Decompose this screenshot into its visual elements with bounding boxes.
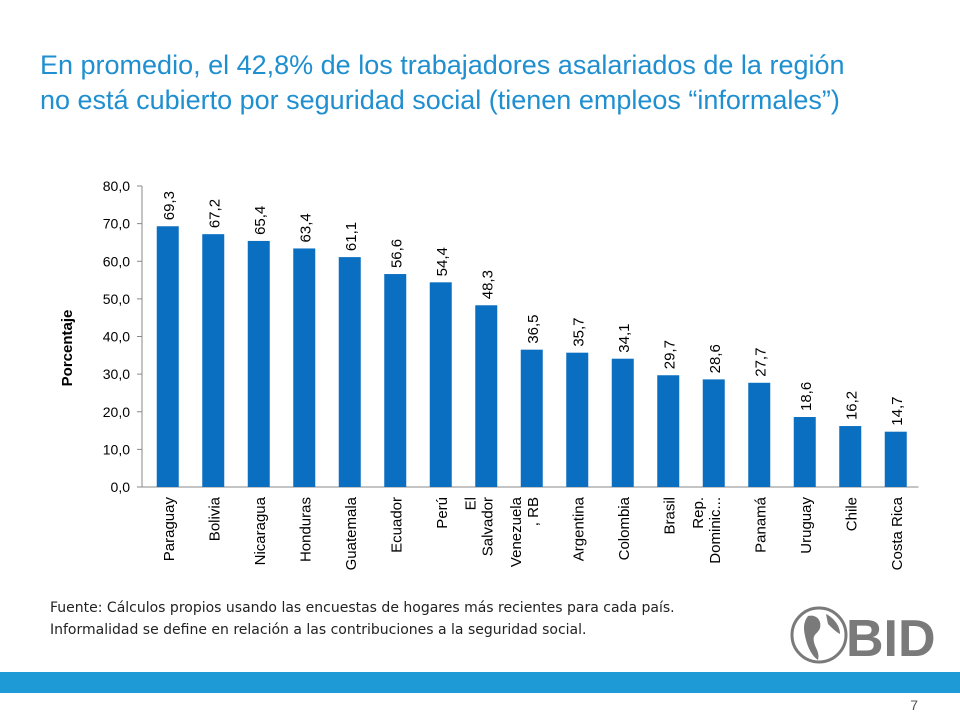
y-tick-label: 70,0 <box>103 216 130 232</box>
category-label: El <box>462 497 479 510</box>
category-label: Ecuador <box>388 497 405 553</box>
category-label: Salvador <box>479 497 496 556</box>
bar <box>247 240 270 487</box>
category-label: Costa Rica <box>889 496 906 570</box>
bar <box>338 257 361 487</box>
bar <box>839 426 862 487</box>
category-label: Perú <box>434 497 451 529</box>
footnote-definition: Informalidad se define en relación a las… <box>50 622 587 638</box>
y-tick-label: 40,0 <box>103 329 130 345</box>
bar-value-label: 29,7 <box>661 340 678 369</box>
category-label: Colombia <box>616 496 633 560</box>
bar-value-label: 61,1 <box>343 222 360 251</box>
category-label: Chile <box>843 497 860 531</box>
bar <box>748 382 771 487</box>
bar-value-label: 35,7 <box>570 317 587 346</box>
bar <box>657 375 680 487</box>
bar-value-label: 65,4 <box>252 206 269 235</box>
category-label: Nicaragua <box>252 496 269 565</box>
globe-icon <box>790 606 848 664</box>
bar <box>384 274 407 487</box>
footer-bar <box>0 672 960 693</box>
bar-value-label: 34,1 <box>616 323 633 352</box>
bar-value-label: 69,3 <box>161 191 178 220</box>
category-label: Venezuela <box>508 496 525 567</box>
bar-value-label: 27,7 <box>752 348 769 377</box>
y-axis-label: Porcentaje <box>59 310 76 387</box>
category-label: Honduras <box>297 497 314 562</box>
bar-value-label: 63,4 <box>297 213 314 242</box>
bar <box>520 349 543 487</box>
page-number: 7 <box>910 697 918 713</box>
bar <box>884 431 907 487</box>
category-label: Argentina <box>570 496 587 561</box>
bar-chart: 0,0 10,0 20,0 30,0 40,0 50,0 60,0 70,0 80,0 Porce… <box>59 178 919 570</box>
y-tick-label: 50,0 <box>103 291 130 307</box>
bar-value-label: 16,2 <box>843 391 860 420</box>
y-tick-label: 20,0 <box>103 404 130 420</box>
bar <box>793 417 816 487</box>
category-label: Paraguay <box>161 497 178 562</box>
y-tick-label: 30,0 <box>103 366 130 382</box>
bar <box>156 226 179 488</box>
y-tick-label: 80,0 <box>103 178 130 194</box>
y-tick-label: 10,0 <box>103 441 130 457</box>
bar-value-label: 56,6 <box>388 239 405 268</box>
bar <box>293 248 316 487</box>
category-label: Brasil <box>661 497 678 535</box>
slide-title-line-2: no está cubierto por seguridad social (t… <box>40 85 840 115</box>
slide-title-line-1: En promedio, el 42,8% de los trabajadore… <box>40 50 845 80</box>
category-label: Dominic... <box>707 497 724 564</box>
category-label: , RB <box>525 497 542 526</box>
y-tick-label: 60,0 <box>103 253 130 269</box>
bid-logo: BID <box>790 606 936 666</box>
category-label: Guatemala <box>343 496 360 570</box>
y-tick-label: 0,0 <box>111 479 131 495</box>
bar <box>566 352 589 487</box>
bar-value-label: 36,5 <box>525 314 542 343</box>
category-label: Uruguay <box>798 497 815 554</box>
footnote: Fuente: Cálculos propios usando las encu… <box>50 597 675 641</box>
category-label: Rep. <box>690 497 707 529</box>
bar <box>475 305 498 487</box>
logo-text: BID <box>846 610 936 666</box>
bar <box>702 379 725 487</box>
bar <box>429 282 452 487</box>
bar-value-label: 54,4 <box>434 247 451 276</box>
bar-value-label: 18,6 <box>798 382 815 411</box>
category-label: Panamá <box>752 496 769 553</box>
bar-value-label: 14,7 <box>889 396 906 425</box>
bar <box>202 234 225 487</box>
bar-value-label: 48,3 <box>479 270 496 299</box>
footnote-source: Fuente: Cálculos propios usando las encu… <box>50 600 675 616</box>
category-label: Bolivia <box>206 496 223 541</box>
slide-title: En promedio, el 42,8% de los trabajadore… <box>40 48 920 118</box>
bar <box>611 358 634 487</box>
bar-value-label: 67,2 <box>206 199 223 228</box>
bar-value-label: 28,6 <box>707 344 724 373</box>
